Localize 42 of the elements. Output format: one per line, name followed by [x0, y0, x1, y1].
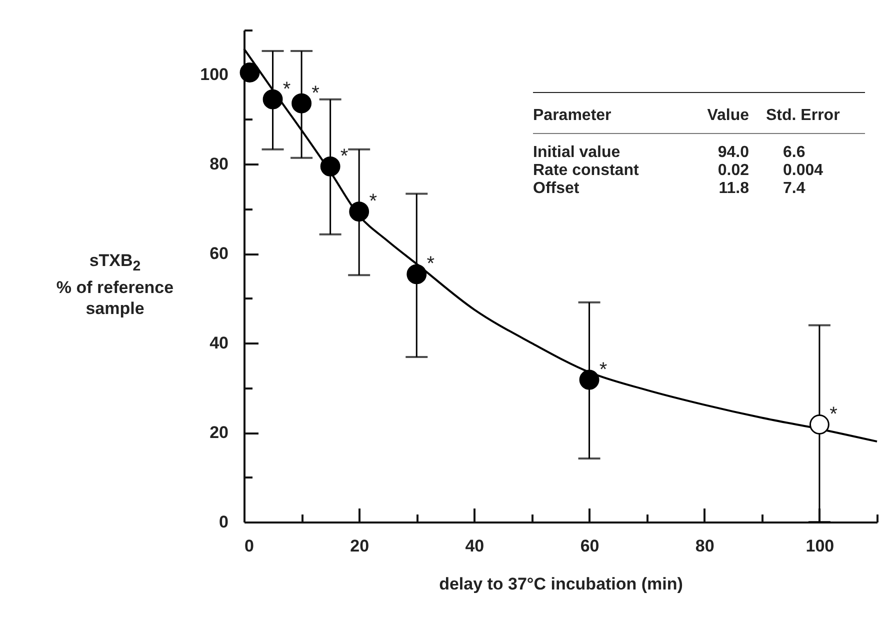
- annotation: 94.0: [716, 144, 749, 162]
- x-tick-label: 80: [695, 536, 714, 556]
- x-tick-label: 40: [465, 536, 484, 556]
- line-series: [243, 48, 878, 442]
- x-tick-label: 0: [244, 536, 254, 556]
- annotation: 7.4: [782, 180, 806, 198]
- y-axis-title: sTXB$_{2}$ % of reference sample: [55, 250, 175, 320]
- y-tick-label: 80: [210, 154, 228, 174]
- y-tick-label: 20: [210, 423, 228, 442]
- point: [262, 89, 283, 110]
- annotation: *: [369, 190, 378, 213]
- x-axis-title: delay to 37°C incubation (min): [439, 574, 683, 594]
- point: [349, 202, 370, 222]
- x-tick-label: 100: [806, 536, 834, 556]
- y-tick-label: 100: [200, 65, 228, 84]
- annotation: *: [340, 145, 348, 168]
- annotation: Value: [706, 107, 749, 125]
- annotation: *: [830, 403, 838, 426]
- annotation: Std. Error: [765, 107, 841, 125]
- y-tick-label: 0: [219, 512, 228, 532]
- point: [406, 264, 427, 284]
- annotation: Offset: [533, 180, 580, 198]
- point: [579, 370, 600, 390]
- point: [292, 93, 312, 114]
- annotation: *: [282, 78, 291, 100]
- point: [809, 414, 830, 434]
- y-tick-label: 40: [210, 334, 228, 353]
- annotation: *: [426, 253, 435, 276]
- annotation: 0.004: [782, 162, 824, 180]
- annotation: 11.8: [718, 180, 749, 198]
- annotation: *: [599, 358, 608, 381]
- annotation: Initial value: [533, 144, 622, 162]
- annotation: 6.6: [782, 144, 806, 162]
- annotation: Parameter: [533, 107, 612, 125]
- annotation: 0.02: [716, 162, 749, 180]
- point: [240, 62, 260, 82]
- x-tick-label: 60: [580, 536, 600, 556]
- annotation: Rate constant: [533, 162, 640, 180]
- y-tick-label: 60: [210, 244, 228, 264]
- annotation: *: [312, 82, 320, 104]
- point: [320, 156, 340, 176]
- x-tick-label: 20: [350, 536, 370, 556]
